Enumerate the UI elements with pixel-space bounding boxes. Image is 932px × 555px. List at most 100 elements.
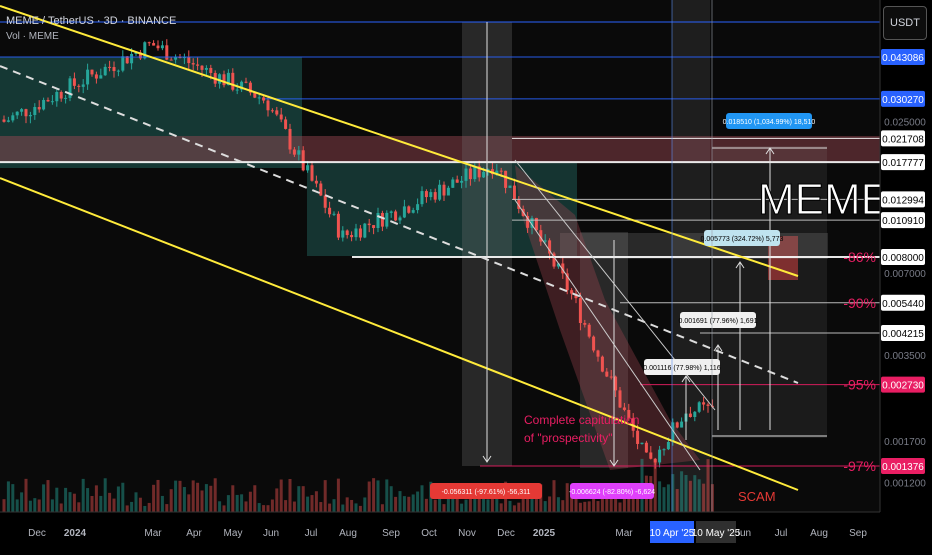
candle [240,80,244,93]
volume-bar [204,484,208,512]
candle-body [33,107,37,115]
volume-bar [354,503,358,512]
volume-bar [235,494,239,512]
volume-bar [658,481,662,512]
time-highlight-bg [650,521,694,543]
volume-bar [662,487,666,512]
volume-bar [350,499,354,512]
candle-body [345,230,349,236]
candle-body [622,407,626,410]
price-level-tag-bg [881,90,925,107]
volume-bar [121,482,125,512]
volume-bar [702,483,706,512]
volume-bar [244,501,248,512]
volume-bar [253,485,257,512]
candle [99,68,103,79]
volume-bar [442,504,446,512]
volume-bar [77,502,81,512]
volume-bar [240,494,244,512]
volume-bar [605,489,609,512]
volume-bar [86,488,90,512]
candle [248,80,252,96]
price-level-tag: 0.012994 [881,191,925,208]
volume-bar [103,478,107,512]
annotation-red: SCAM [738,489,776,504]
chart-header: MEME / TetherUS · 3D · BINANCE Vol · MEM… [6,14,176,44]
volume-bar [6,481,10,512]
candle-body [288,128,292,150]
volume-bar [521,492,525,512]
volume-bar [2,499,6,512]
candle-body [314,180,318,184]
candle [618,386,622,408]
candle [367,218,371,233]
volume-bar [266,505,270,512]
volume-bar [222,505,226,512]
price-level-tag-bg [881,325,925,342]
candle [288,123,292,154]
candle-body [174,57,178,60]
measurement-label-text: -0.056311 (-97.61%) -56,311 [442,489,531,496]
candle-body [543,240,547,242]
measurement-label: -0.056311 (-97.61%) -56,311 [430,483,542,499]
candle-body [169,59,173,61]
candle-body [583,323,587,325]
volume-bar [288,478,292,512]
candle [2,115,6,123]
candle-body [482,171,486,178]
candle [59,90,63,102]
candle-body [380,212,384,227]
candle [94,71,98,84]
candle-body [534,217,538,231]
volume-bar [482,493,486,512]
candle-body [42,99,46,110]
time-tick-label: Dec [28,528,46,539]
candle-body [218,74,222,84]
candle-body [130,53,134,64]
candle [323,189,327,214]
candle [526,212,530,233]
candle-body [354,228,358,238]
candle-body [323,195,327,208]
volume-bar [587,501,591,512]
candle [640,442,644,445]
candle-body [266,100,270,111]
candle-body [662,449,666,451]
candle [438,179,442,202]
volume-bar [411,494,415,512]
time-highlight-text: 10 May '25 [692,528,741,539]
candle [402,199,406,219]
candle [55,89,59,107]
candle-body [372,225,376,229]
candle-body [6,120,10,122]
candle [380,210,384,232]
price-level-tag: 0.017777 [881,154,925,171]
candle [72,72,76,90]
drop-arrow-2-head [609,459,619,467]
volume-bar [460,503,464,512]
candle-body [11,115,15,121]
volume-bar [341,504,345,512]
price-unit-button[interactable]: USDT [883,6,927,40]
candle [15,111,19,119]
price-level-tag: 0.021708 [881,130,925,147]
volume-bar [618,502,622,512]
candle-body [248,82,252,93]
price-level-tag-text: 0.043086 [882,53,924,64]
candle-body [556,263,560,267]
candle [508,185,512,189]
candle-body [702,402,706,405]
candle [372,225,376,235]
candle-body [688,413,692,418]
volume-bar [213,478,217,512]
candle-body [367,223,371,226]
price-level-tag-bg [881,376,925,393]
candle [680,417,684,428]
candle-body [420,191,424,205]
candle [222,70,226,88]
volume-bar [666,484,670,512]
candle-body [204,67,208,70]
candle [28,111,32,124]
